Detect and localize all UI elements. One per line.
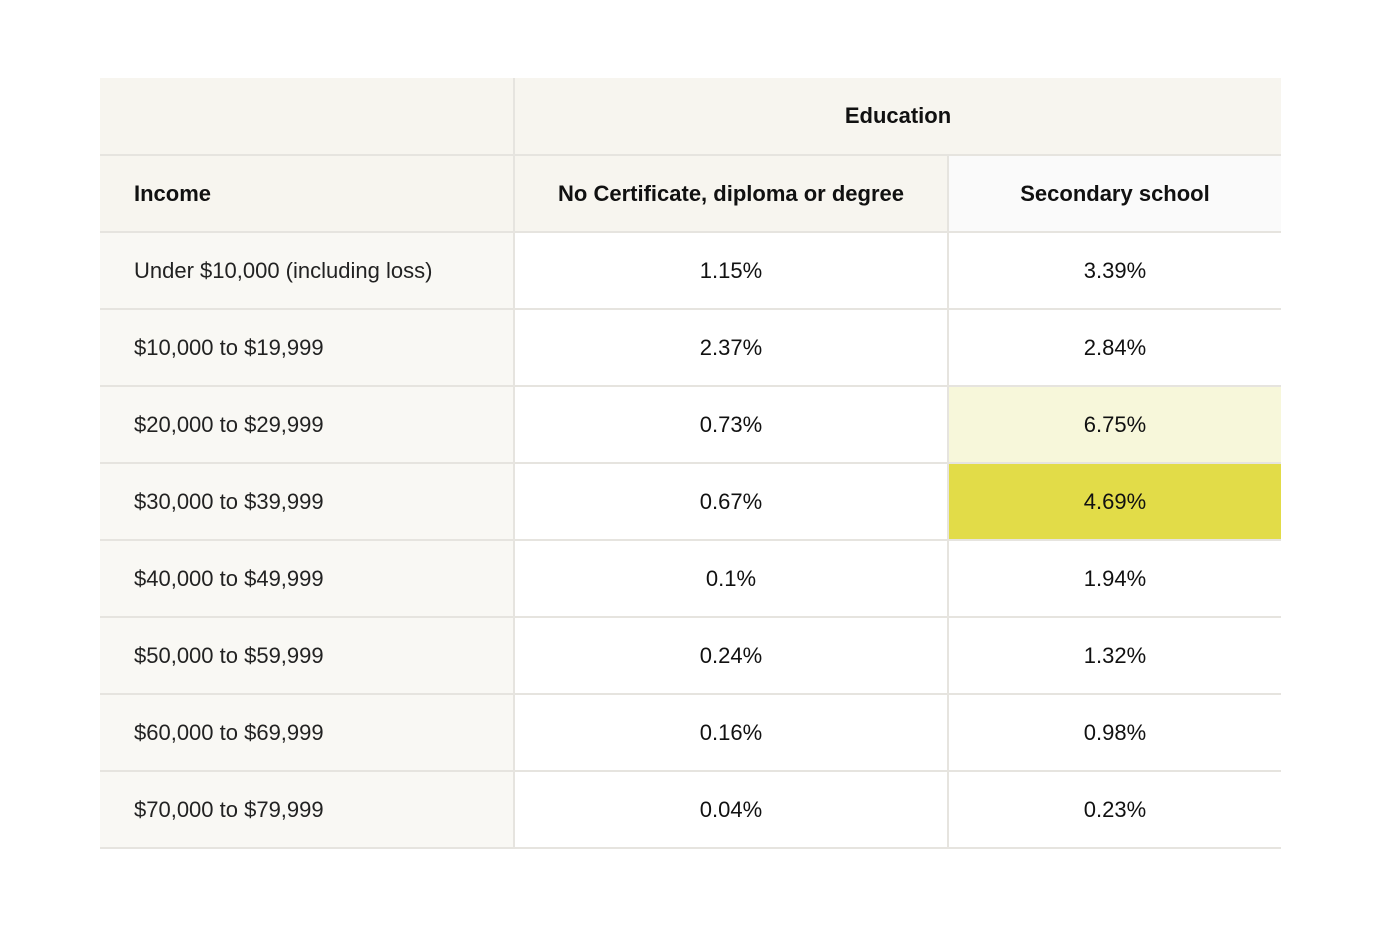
income-cell: $20,000 to $29,999 xyxy=(100,386,515,464)
no-certificate-cell: 0.24% xyxy=(514,617,949,695)
secondary-school-cell: 2.84% xyxy=(948,309,1281,387)
table-row: $60,000 to $69,999 0.16% 0.98% xyxy=(100,694,1281,772)
table-row: $50,000 to $59,999 0.24% 1.32% xyxy=(100,617,1281,695)
no-certificate-cell: 0.04% xyxy=(514,771,949,849)
table-row: $20,000 to $29,999 0.73% 6.75% xyxy=(100,386,1281,464)
income-education-table-container: Education Income No Certificate, diploma… xyxy=(100,78,1281,849)
secondary-school-cell: 1.32% xyxy=(948,617,1281,695)
no-certificate-cell: 0.73% xyxy=(514,386,949,464)
income-education-table: Education Income No Certificate, diploma… xyxy=(100,78,1281,849)
secondary-school-cell: 0.98% xyxy=(948,694,1281,772)
group-header-empty-cell xyxy=(100,78,515,156)
table-row: $70,000 to $79,999 0.04% 0.23% xyxy=(100,771,1281,849)
no-certificate-cell: 2.37% xyxy=(514,309,949,387)
group-header-row: Education xyxy=(100,78,1281,156)
education-group-header: Education xyxy=(514,78,1281,156)
no-certificate-cell: 0.67% xyxy=(514,463,949,541)
table-row: $40,000 to $49,999 0.1% 1.94% xyxy=(100,540,1281,618)
secondary-school-cell: 1.94% xyxy=(948,540,1281,618)
secondary-school-column-header: Secondary school xyxy=(948,155,1281,233)
income-cell: $40,000 to $49,999 xyxy=(100,540,515,618)
secondary-school-cell-highlight-strong: 4.69% xyxy=(948,463,1281,541)
column-header-row: Income No Certificate, diploma or degree… xyxy=(100,155,1281,233)
income-cell: $30,000 to $39,999 xyxy=(100,463,515,541)
income-cell: $10,000 to $19,999 xyxy=(100,309,515,387)
secondary-school-cell-highlight-light: 6.75% xyxy=(948,386,1281,464)
table-row: Under $10,000 (including loss) 1.15% 3.3… xyxy=(100,232,1281,310)
no-certificate-column-header: No Certificate, diploma or degree xyxy=(514,155,949,233)
income-cell: Under $10,000 (including loss) xyxy=(100,232,515,310)
no-certificate-cell: 1.15% xyxy=(514,232,949,310)
table-row: $30,000 to $39,999 0.67% 4.69% xyxy=(100,463,1281,541)
table-row: $10,000 to $19,999 2.37% 2.84% xyxy=(100,309,1281,387)
no-certificate-cell: 0.1% xyxy=(514,540,949,618)
income-cell: $60,000 to $69,999 xyxy=(100,694,515,772)
secondary-school-cell: 3.39% xyxy=(948,232,1281,310)
income-cell: $50,000 to $59,999 xyxy=(100,617,515,695)
no-certificate-cell: 0.16% xyxy=(514,694,949,772)
income-column-header: Income xyxy=(100,155,515,233)
secondary-school-cell: 0.23% xyxy=(948,771,1281,849)
income-cell: $70,000 to $79,999 xyxy=(100,771,515,849)
